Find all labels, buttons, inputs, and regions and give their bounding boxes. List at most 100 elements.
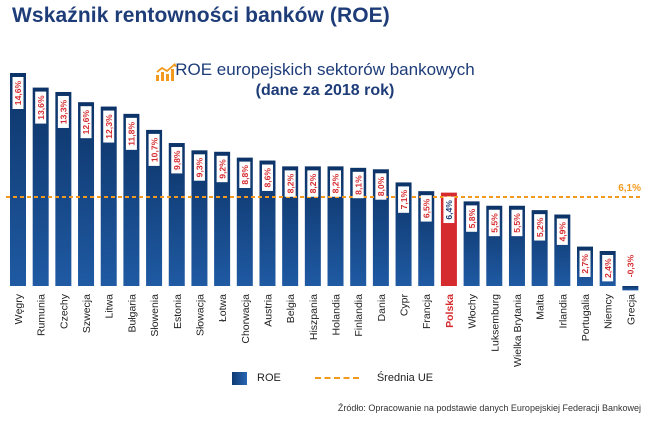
value-label-box <box>80 106 92 139</box>
value-label: -0,3% <box>626 254 636 277</box>
value-label: 4,9% <box>558 222 568 242</box>
bar-słowenia <box>146 129 163 286</box>
category-label: Finlandia <box>353 294 365 337</box>
value-label: 8,1% <box>353 175 363 195</box>
value-label-box <box>602 254 614 282</box>
bar-austria <box>259 160 276 286</box>
bar-słowacja <box>191 150 208 286</box>
value-label: 5,5% <box>512 213 522 233</box>
value-label-box <box>466 205 478 232</box>
value-label: 12,3% <box>104 114 114 139</box>
category-label: Litwa <box>104 294 116 319</box>
value-label: 11,8% <box>127 122 137 146</box>
value-label: 5,5% <box>489 213 499 233</box>
value-label: 8,0% <box>376 176 386 196</box>
value-label: 6,4% <box>444 200 454 220</box>
category-label: Rumunia <box>36 294 48 336</box>
category-label: Niemcy <box>603 293 615 329</box>
value-label-box <box>171 147 183 174</box>
category-label: Węgry <box>13 293 25 324</box>
value-label-box <box>307 170 319 197</box>
value-label: 7,1% <box>399 189 409 209</box>
page-title: Wskaźnik rentowności banków (ROE) <box>12 4 390 27</box>
value-label-box <box>488 209 500 237</box>
bar-chorwacja <box>236 157 253 286</box>
value-label: 9,8% <box>172 150 182 170</box>
value-label: 13,6% <box>36 95 46 120</box>
value-label-box <box>534 214 546 241</box>
category-label: Polska <box>444 294 456 328</box>
value-label-box <box>216 155 228 183</box>
bar-szwecja <box>78 102 95 286</box>
category-label: Włochy <box>467 293 479 328</box>
category-label: Francja <box>421 294 433 329</box>
value-label-box <box>352 171 364 199</box>
roe-bar-chart: 6,1% 14,6% 13,6% 13,3% 12,6% 12,3% 11,8% 10,7%… <box>6 73 641 367</box>
value-label: 8,2% <box>308 173 318 193</box>
value-label-box <box>511 209 523 237</box>
value-label-box <box>398 186 410 213</box>
category-label: Cypr <box>399 293 411 316</box>
value-label-box <box>12 77 24 109</box>
value-label-box <box>57 95 69 128</box>
bar-łotwa <box>214 151 231 286</box>
bar-grecja <box>622 286 639 291</box>
value-label: 10,7% <box>149 137 159 162</box>
value-label-box <box>103 110 115 143</box>
value-label: 9,2% <box>217 159 227 179</box>
value-label-box <box>193 154 205 181</box>
value-label: 9,3% <box>195 157 205 177</box>
legend-average-label: Średnia UE <box>376 372 434 384</box>
category-label: Estonia <box>172 294 184 329</box>
bar-rumunia <box>32 87 49 286</box>
bar-estonia <box>168 143 185 286</box>
category-label: Dania <box>376 294 388 322</box>
legend-roe-swatch <box>232 371 247 385</box>
trend-chart-icon <box>156 63 177 81</box>
chart-subtitle: ROE europejskich sektorów bankowych (dan… <box>130 60 520 100</box>
category-label: Bułgaria <box>126 294 138 333</box>
value-label: 8,2% <box>285 173 295 193</box>
value-label: 5,8% <box>467 208 477 228</box>
category-label: Irlandia <box>557 294 569 329</box>
legend-roe-label: ROE <box>257 372 281 384</box>
value-label: 2,4% <box>603 258 613 278</box>
category-label: Austria <box>262 294 274 327</box>
value-label: 6,5% <box>421 198 431 218</box>
bar-bułgaria <box>123 113 140 287</box>
value-label-box <box>148 133 160 166</box>
category-label: Chorwacja <box>240 294 252 344</box>
value-label-box <box>125 117 137 150</box>
source-note: Źródło: Opracowanie na podstawie danych … <box>337 403 641 413</box>
value-label-box <box>330 170 342 197</box>
value-label-box <box>579 250 591 278</box>
category-label: Luksemburg <box>489 294 501 352</box>
legend-average-line <box>314 377 359 379</box>
value-label: 13,3% <box>59 99 69 124</box>
category-label: Szwecja <box>81 294 93 333</box>
value-label-box <box>443 196 455 224</box>
value-label: 8,2% <box>331 173 341 193</box>
value-label-box <box>375 173 387 200</box>
eu-average-label: 6,1% <box>618 183 641 194</box>
category-label: Łotwa <box>217 294 229 322</box>
category-label: Holandia <box>331 294 343 336</box>
bar-litwa <box>100 106 117 286</box>
category-label: Malta <box>535 294 547 320</box>
category-label: Belgia <box>285 294 297 323</box>
category-label: Czechy <box>58 293 70 329</box>
subtitle-line-2: (dane za 2018 rok) <box>255 82 395 99</box>
category-label: Słowacja <box>194 294 206 336</box>
value-label-box <box>261 164 273 191</box>
bar-węgry <box>10 73 26 286</box>
value-label: 14,6% <box>13 80 23 105</box>
value-label-box <box>420 195 432 222</box>
subtitle-line-1: ROE europejskich sektorów bankowych <box>175 60 475 79</box>
value-label-box <box>35 91 47 124</box>
value-label: 2,7% <box>580 254 590 274</box>
category-label: Grecja <box>625 294 637 325</box>
category-label: Hiszpania <box>308 294 320 340</box>
value-label: 12,6% <box>81 110 91 135</box>
value-label-box <box>239 161 251 189</box>
value-label-box <box>284 170 296 197</box>
